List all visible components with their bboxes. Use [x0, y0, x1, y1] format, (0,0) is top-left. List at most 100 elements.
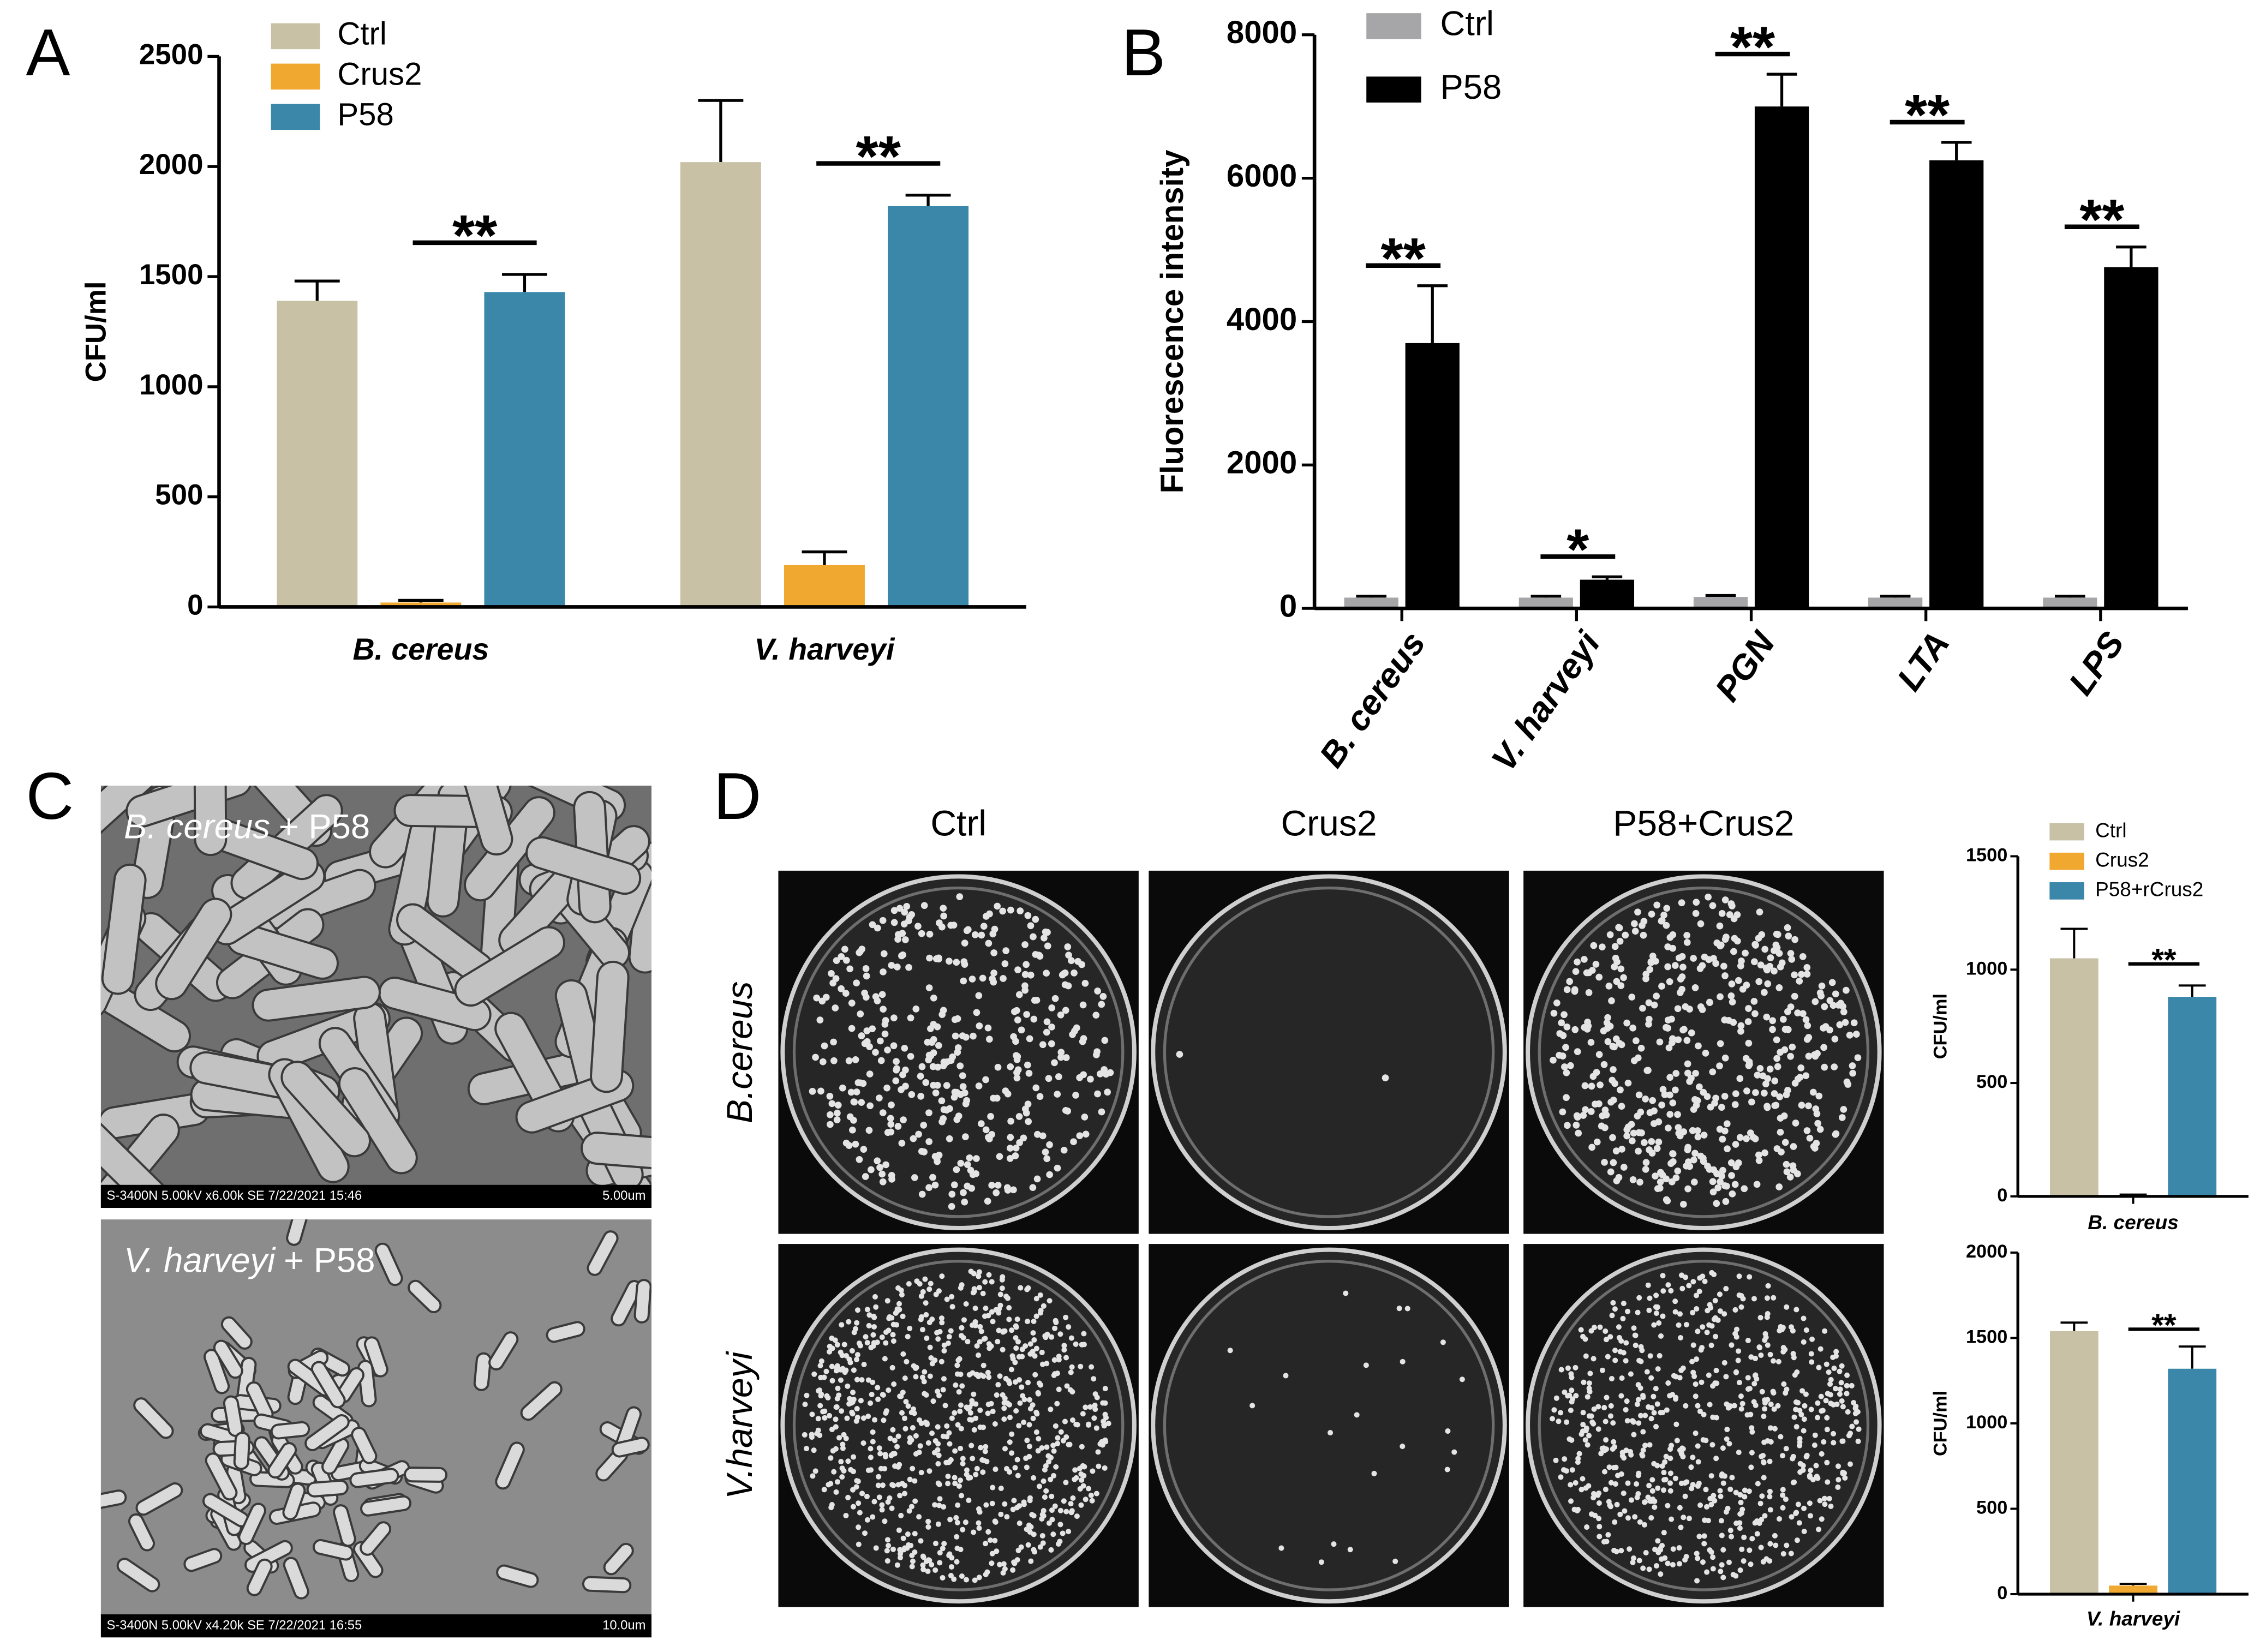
colony — [1757, 961, 1765, 969]
colony — [1061, 1343, 1067, 1349]
colony — [907, 1014, 914, 1022]
colony — [817, 1363, 823, 1369]
colony — [1036, 1436, 1042, 1442]
colony — [853, 1356, 860, 1362]
colony — [1027, 922, 1035, 930]
colony — [1751, 1296, 1757, 1302]
colony — [1024, 1438, 1030, 1444]
colony — [1062, 1007, 1069, 1014]
colony — [876, 1445, 882, 1451]
colony — [1678, 1272, 1684, 1278]
colony — [894, 1322, 900, 1328]
colony — [1567, 1392, 1573, 1398]
colony — [1069, 1417, 1075, 1423]
colony — [1716, 1126, 1724, 1133]
colony — [1830, 1354, 1836, 1360]
colony — [1723, 1120, 1731, 1128]
micrograph-texture — [100, 786, 651, 1208]
colony — [884, 1046, 891, 1054]
colony — [1085, 1486, 1092, 1492]
colony — [1727, 1159, 1735, 1166]
colony — [1748, 1098, 1755, 1106]
rod — [351, 1470, 397, 1486]
colony — [1608, 997, 1615, 1004]
colony — [854, 1352, 860, 1358]
colony — [1655, 1485, 1661, 1491]
colony — [1693, 1393, 1699, 1399]
colony — [1363, 1362, 1369, 1368]
rod — [456, 928, 563, 1005]
colony — [1817, 1346, 1823, 1352]
colony — [1088, 1492, 1094, 1498]
colony — [1775, 984, 1783, 991]
colony — [1775, 1403, 1781, 1409]
legend-swatch — [2049, 882, 2084, 900]
colony — [883, 1084, 890, 1092]
colony — [935, 1480, 941, 1486]
colony — [1619, 1453, 1625, 1459]
colony — [1624, 1079, 1632, 1087]
colony — [1720, 962, 1727, 970]
colony — [1051, 1448, 1057, 1454]
colony — [1803, 1327, 1809, 1333]
legend-label: Ctrl — [1440, 5, 1494, 43]
colony — [1707, 1103, 1714, 1111]
colony — [1767, 1425, 1773, 1431]
colony — [1620, 1315, 1626, 1321]
colony — [1445, 1428, 1451, 1434]
colony — [1788, 1551, 1794, 1557]
colony — [1727, 992, 1735, 999]
colony — [974, 1343, 980, 1349]
colony — [888, 1176, 895, 1183]
colony — [1063, 1355, 1069, 1361]
colony — [1657, 1353, 1663, 1359]
colony — [1700, 1324, 1706, 1330]
colony — [1678, 973, 1686, 980]
colony — [1586, 1385, 1592, 1391]
colony — [1558, 1410, 1564, 1416]
colony — [1629, 1024, 1636, 1032]
rod — [246, 1542, 291, 1571]
colony — [907, 1439, 913, 1445]
colony — [926, 1468, 932, 1474]
legend-swatch — [2049, 823, 2084, 841]
colony — [936, 1288, 942, 1294]
colony — [989, 1560, 995, 1566]
colony — [1052, 1325, 1058, 1331]
colony — [1617, 1349, 1623, 1355]
colony — [883, 1340, 889, 1346]
colony — [1675, 1036, 1682, 1044]
colony — [926, 930, 934, 938]
colony — [965, 1339, 971, 1345]
colony — [1659, 1463, 1665, 1469]
colony — [975, 992, 983, 999]
colony — [1673, 1421, 1679, 1427]
colony — [1663, 905, 1671, 912]
colony — [1812, 1105, 1820, 1112]
colony — [1824, 1415, 1830, 1421]
colony — [1711, 1271, 1717, 1278]
colony — [1071, 969, 1078, 977]
colony — [1090, 1468, 1096, 1474]
colony — [804, 1392, 810, 1398]
colony — [1717, 1178, 1724, 1186]
colony — [1767, 1507, 1773, 1513]
colony — [1776, 1516, 1782, 1522]
colony — [1794, 1369, 1800, 1375]
colony — [1603, 1418, 1609, 1424]
colony — [1067, 1441, 1073, 1447]
colony — [1720, 1480, 1726, 1486]
colony — [994, 1063, 1002, 1071]
colony — [1045, 1459, 1052, 1465]
colony — [1713, 1368, 1719, 1374]
colony — [979, 1457, 985, 1463]
colony — [1651, 1001, 1658, 1009]
colony — [1708, 1473, 1714, 1479]
bar — [2168, 1368, 2217, 1594]
colony — [1738, 1393, 1744, 1399]
colony — [985, 1313, 991, 1319]
colony — [830, 1038, 837, 1046]
colony — [953, 1116, 961, 1123]
colony — [1013, 1408, 1019, 1414]
colony — [1039, 1132, 1047, 1140]
